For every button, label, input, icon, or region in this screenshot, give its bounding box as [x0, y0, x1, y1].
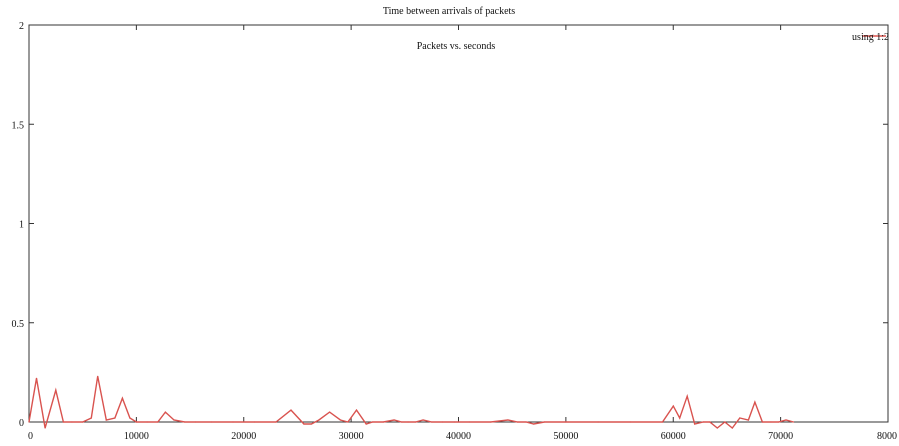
series-line — [28, 376, 794, 429]
x-tick-label: 30000 — [339, 431, 364, 442]
legend: using 1:2 — [852, 32, 889, 43]
x-tick-label: 8000 — [877, 431, 897, 442]
x-tick-label: 0 — [28, 431, 33, 442]
x-tick-label: 60000 — [661, 431, 686, 442]
y-tick-label: 0.5 — [12, 319, 25, 330]
x-tick-label: 10000 — [124, 431, 149, 442]
x-tick-label: 50000 — [553, 431, 578, 442]
legend-label: using 1:2 — [852, 32, 889, 43]
y-tick-label: 0 — [19, 418, 24, 429]
chart-subtitle: Packets vs. seconds — [417, 41, 496, 52]
chart-title: Time between arrivals of packets — [383, 6, 515, 17]
x-tick-label: 20000 — [231, 431, 256, 442]
y-tick-label: 2 — [19, 21, 24, 32]
x-tick-label: 70000 — [768, 431, 793, 442]
y-tick-label: 1 — [19, 220, 24, 231]
x-tick-label: 40000 — [446, 431, 471, 442]
y-tick-label: 1.5 — [12, 120, 25, 131]
